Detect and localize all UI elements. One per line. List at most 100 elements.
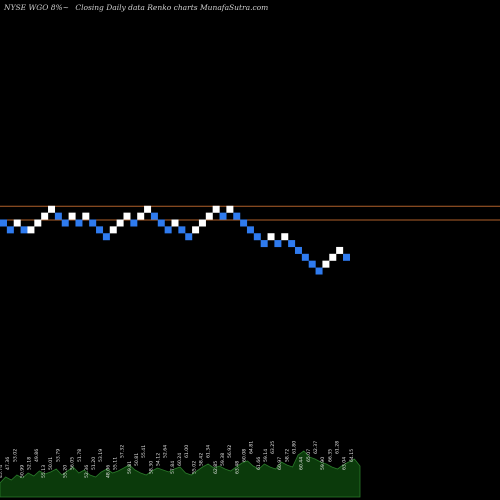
volume-label: 61.00 bbox=[184, 445, 190, 458]
ticker-label: NYSE WGO 8%~ bbox=[4, 3, 69, 12]
renko-brick-down bbox=[253, 233, 261, 241]
renko-brick-down bbox=[260, 240, 268, 248]
renko-brick-down bbox=[301, 253, 309, 261]
volume-label: 55.11 bbox=[113, 457, 119, 470]
volume-label: 54.12 bbox=[156, 453, 162, 466]
volume-label: 50.01 bbox=[48, 457, 54, 470]
renko-brick-up bbox=[267, 233, 275, 241]
renko-brick-down bbox=[54, 212, 62, 220]
renko-brick-up bbox=[116, 219, 124, 227]
volume-label: 59.14 bbox=[263, 449, 269, 462]
renko-brick-down bbox=[308, 260, 316, 268]
renko-brick-down bbox=[274, 240, 282, 248]
renko-brick-up bbox=[68, 212, 76, 220]
volume-label: 55.13 bbox=[41, 465, 47, 478]
renko-brick-up bbox=[281, 233, 289, 241]
volume-label: 59.90 bbox=[320, 457, 326, 470]
volume-label: 47.36 bbox=[5, 457, 11, 470]
volume-label: 53.79 bbox=[55, 449, 61, 462]
volume-label: 61.66 bbox=[256, 457, 262, 470]
renko-brick-down bbox=[130, 219, 138, 227]
volume-label: 56.92 bbox=[227, 445, 233, 458]
renko-brick-down bbox=[6, 226, 14, 234]
volume-label: 50.99 bbox=[19, 465, 25, 478]
chart-subtitle: Closing Daily data Renko charts MunafaSu… bbox=[75, 3, 269, 12]
renko-brick-up bbox=[329, 253, 337, 261]
volume-label: 48.06 bbox=[105, 465, 111, 478]
renko-brick-up bbox=[336, 246, 344, 254]
renko-brick-down bbox=[89, 219, 97, 227]
volume-label: 60.97 bbox=[277, 457, 283, 470]
renko-brick-up bbox=[41, 212, 49, 220]
volume-label: 52.36 bbox=[84, 465, 90, 478]
volume-label: 52.18 bbox=[27, 457, 33, 470]
renko-brick-down bbox=[288, 240, 296, 248]
renko-brick-up bbox=[34, 219, 42, 227]
renko-brick-down bbox=[246, 226, 254, 234]
renko-brick-down bbox=[294, 246, 302, 254]
renko-brick-up bbox=[109, 226, 117, 234]
renko-brick-down bbox=[315, 267, 323, 275]
volume-panel: 45.7447.3653.0250.9952.1849.8655.1350.01… bbox=[0, 441, 361, 498]
volume-label: 55.02 bbox=[191, 461, 197, 474]
renko-brick-down bbox=[240, 219, 248, 227]
volume-label: 61.34 bbox=[206, 445, 212, 458]
volume-label: 66.35 bbox=[327, 449, 333, 462]
renko-brick-down bbox=[164, 226, 172, 234]
volume-label: 61.80 bbox=[292, 441, 298, 454]
volume-label: 49.86 bbox=[34, 449, 40, 462]
volume-label: 64.15 bbox=[349, 449, 355, 462]
renko-brick-up bbox=[27, 226, 35, 234]
volume-label: 45.74 bbox=[0, 465, 4, 478]
chart-header: NYSE WGO 8%~ Closing Daily data Renko ch… bbox=[4, 3, 272, 12]
renko-brick-up bbox=[322, 260, 330, 268]
renko-brick-up bbox=[137, 212, 145, 220]
volume-area bbox=[0, 450, 361, 498]
renko-brick-up bbox=[212, 205, 220, 213]
renko-brick-up bbox=[13, 219, 21, 227]
renko-brick-up bbox=[205, 212, 213, 220]
volume-label: 51.20 bbox=[91, 457, 97, 470]
volume-label: 60.44 bbox=[299, 457, 305, 470]
volume-label: 53.02 bbox=[12, 449, 18, 462]
volume-label: 50.81 bbox=[134, 453, 140, 466]
volume-label: 63.04 bbox=[342, 457, 348, 470]
volume-label: 58.72 bbox=[284, 449, 290, 462]
renko-brick-up bbox=[82, 212, 90, 220]
volume-label: 53.19 bbox=[98, 449, 104, 462]
volume-label: 59.38 bbox=[220, 453, 226, 466]
volume-label: 58.30 bbox=[148, 461, 154, 474]
renko-brick-up bbox=[192, 226, 200, 234]
volume-label: 63.48 bbox=[234, 461, 240, 474]
volume-label: 55.20 bbox=[62, 465, 68, 478]
renko-brick-up bbox=[48, 205, 56, 213]
volume-label: 61.28 bbox=[335, 441, 341, 454]
renko-brick-down bbox=[150, 212, 158, 220]
volume-label: 55.41 bbox=[141, 445, 147, 458]
renko-brick-down bbox=[96, 226, 104, 234]
volume-label: 65.07 bbox=[306, 449, 312, 462]
volume-label: 60.08 bbox=[241, 449, 247, 462]
renko-brick-down bbox=[102, 233, 110, 241]
volume-label: 57.84 bbox=[170, 461, 176, 474]
volume-label: 63.25 bbox=[270, 441, 276, 454]
volume-label: 58.42 bbox=[198, 453, 204, 466]
renko-brick-down bbox=[61, 219, 69, 227]
renko-bricks bbox=[0, 205, 350, 275]
volume-label: 51.78 bbox=[77, 449, 83, 462]
renko-brick-down bbox=[185, 233, 193, 241]
volume-label: 62.37 bbox=[313, 441, 319, 454]
renko-brick-up bbox=[123, 212, 131, 220]
renko-brick-up bbox=[144, 205, 152, 213]
level-lines bbox=[0, 205, 500, 221]
volume-label: 52.64 bbox=[163, 445, 169, 458]
renko-brick-up bbox=[198, 219, 206, 227]
volume-label: 60.24 bbox=[177, 453, 183, 466]
renko-brick-down bbox=[0, 219, 7, 227]
renko-brick-down bbox=[20, 226, 28, 234]
volume-label: 62.85 bbox=[213, 461, 219, 474]
renko-brick-down bbox=[178, 226, 186, 234]
volume-label: 64.81 bbox=[249, 441, 255, 454]
renko-brick-down bbox=[75, 219, 83, 227]
